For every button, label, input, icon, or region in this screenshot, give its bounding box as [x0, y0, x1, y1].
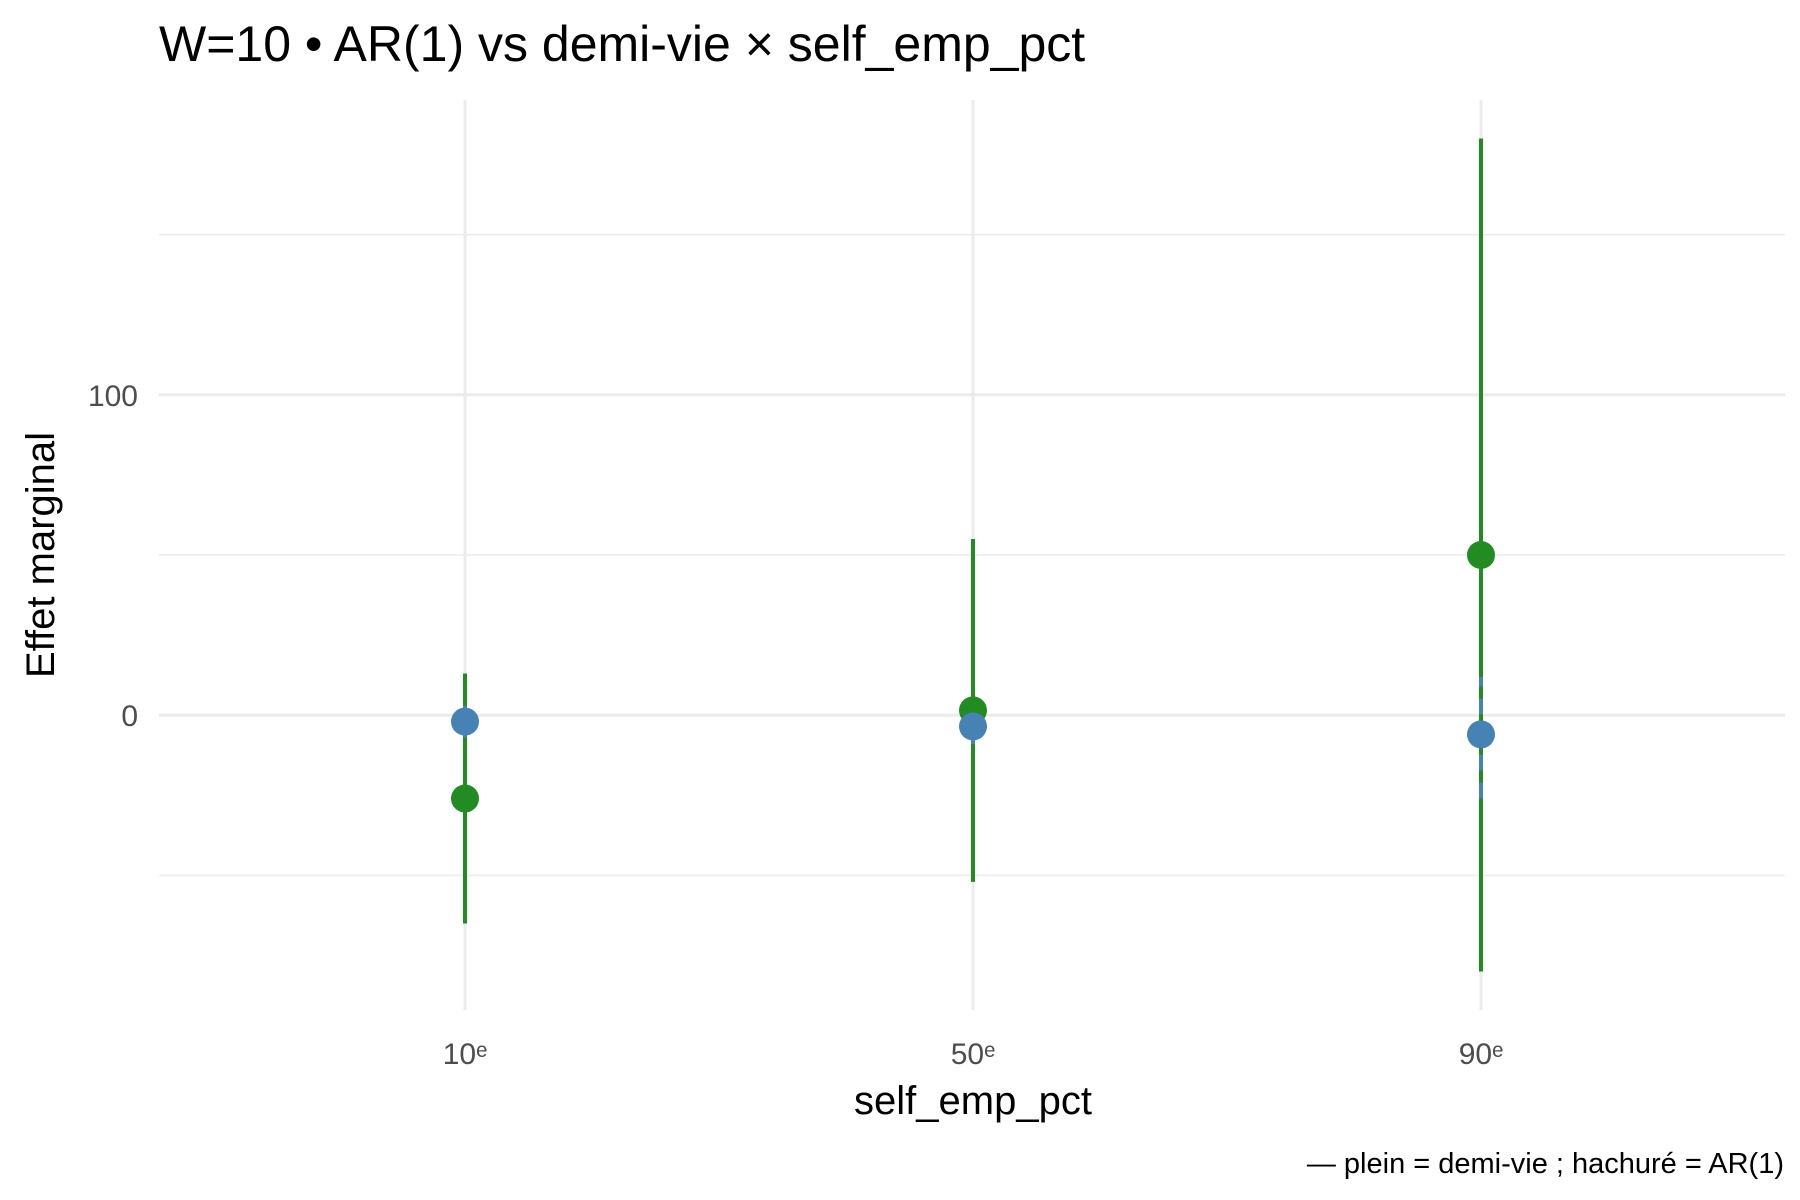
- y-tick-label: 0: [121, 700, 138, 733]
- data-point: [1467, 541, 1495, 569]
- series-2-points: [451, 707, 1495, 749]
- chart-caption: — plein = demi-vie ; hachuré = AR(1): [1307, 1148, 1784, 1180]
- data-point: [451, 707, 479, 736]
- x-tick-label: 10ᵉ: [443, 1038, 488, 1071]
- y-tick-label: 100: [88, 380, 138, 413]
- y-axis-ticks: 0 100: [88, 380, 138, 733]
- x-axis-label: self_emp_pct: [854, 1079, 1092, 1123]
- data-point: [451, 784, 479, 813]
- data-point: [959, 712, 987, 741]
- data-point: [1467, 720, 1495, 749]
- chart-title: W=10 • AR(1) vs demi-vie × self_emp_pct: [159, 16, 1085, 72]
- y-axis-label: Effet marginal: [19, 432, 63, 678]
- x-tick-label: 50ᵉ: [951, 1038, 996, 1071]
- x-tick-label: 90ᵉ: [1459, 1038, 1504, 1071]
- series-layer: [451, 138, 1495, 972]
- x-axis-ticks: 10ᵉ 50ᵉ 90ᵉ: [443, 1038, 1504, 1071]
- grid: [159, 100, 1785, 1010]
